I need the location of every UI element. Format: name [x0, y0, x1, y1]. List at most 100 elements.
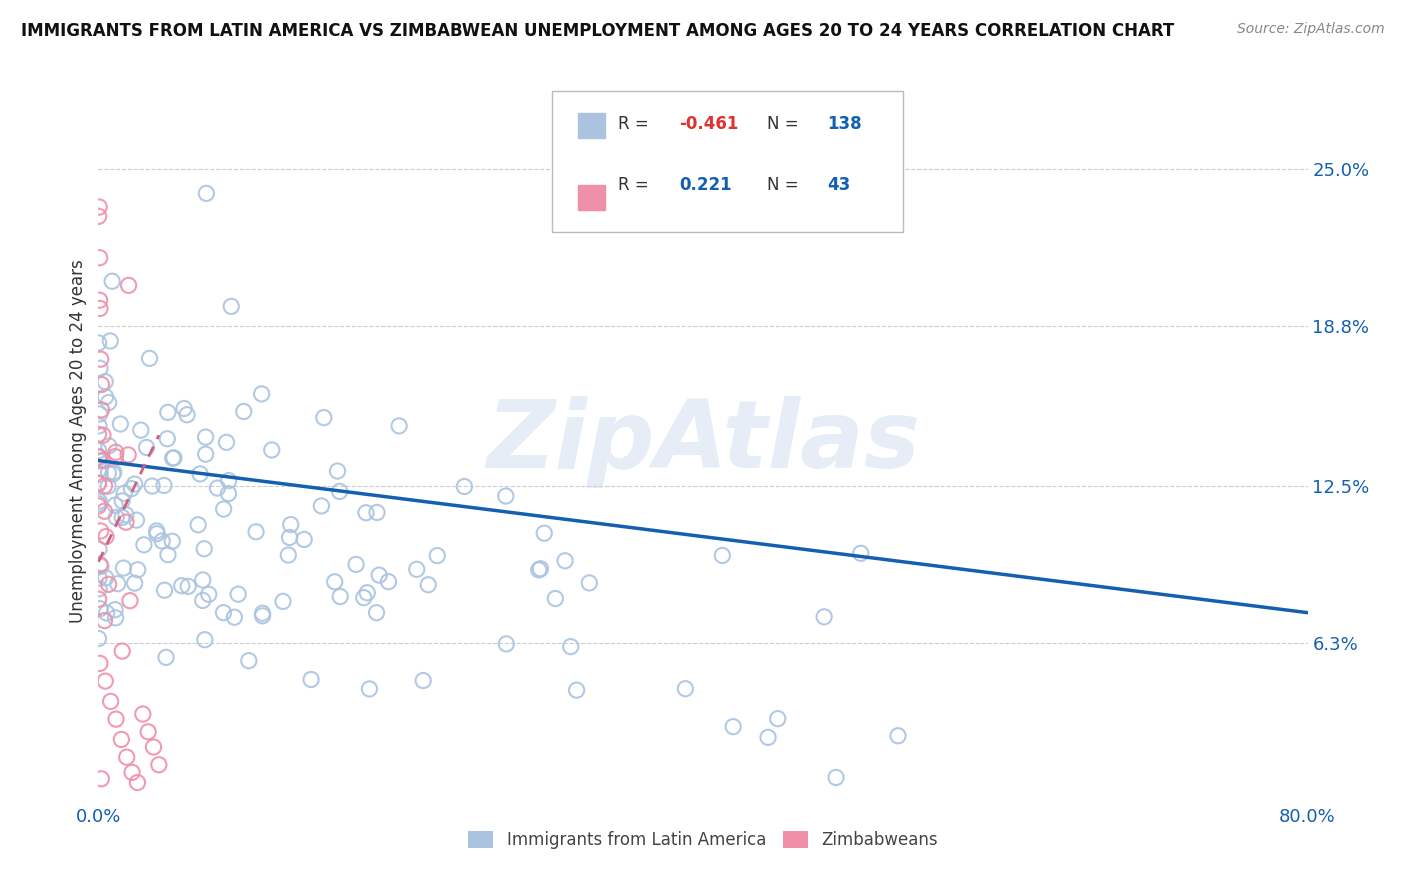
Point: [112, 561, 135, 575]
Point: [89, 494, 111, 508]
Point: [711, 549, 734, 563]
Point: [366, 506, 388, 520]
Point: [87, 499, 110, 513]
Point: [405, 562, 427, 576]
Point: [377, 574, 399, 589]
Point: [94, 674, 117, 689]
Point: [533, 526, 555, 541]
Point: [97, 395, 120, 409]
Text: ZipAtlas: ZipAtlas: [486, 395, 920, 488]
FancyBboxPatch shape: [551, 91, 903, 232]
Point: [111, 510, 134, 524]
Point: [329, 484, 352, 499]
Point: [96, 606, 118, 620]
Point: [97, 479, 120, 493]
Text: 43: 43: [828, 176, 851, 194]
Point: [91, 428, 114, 442]
Point: [132, 538, 155, 552]
Point: [215, 435, 238, 450]
Point: [124, 576, 146, 591]
Point: [87, 450, 110, 464]
Point: [105, 510, 128, 524]
Point: [312, 410, 335, 425]
Point: [187, 517, 209, 532]
Point: [238, 654, 260, 668]
Point: [103, 465, 125, 479]
Point: [721, 720, 744, 734]
Point: [156, 432, 179, 446]
Point: [121, 765, 143, 780]
Point: [127, 775, 149, 789]
Point: [825, 771, 848, 785]
Point: [93, 479, 115, 493]
Point: [212, 606, 235, 620]
Point: [756, 731, 779, 745]
Point: [87, 454, 110, 468]
Point: [148, 757, 170, 772]
Point: [87, 592, 110, 607]
Point: [329, 590, 352, 604]
Point: [359, 681, 381, 696]
Point: [89, 582, 111, 596]
Point: [217, 486, 239, 500]
Point: [132, 707, 155, 722]
Point: [218, 474, 240, 488]
Point: [89, 301, 111, 316]
Point: [89, 361, 111, 376]
Point: [163, 450, 186, 465]
Point: [105, 712, 128, 726]
Point: [565, 683, 588, 698]
Point: [207, 481, 229, 495]
Point: [191, 593, 214, 607]
Point: [156, 548, 179, 562]
Point: [153, 583, 176, 598]
Point: [177, 579, 200, 593]
Point: [453, 479, 475, 493]
Point: [252, 608, 274, 623]
Point: [117, 278, 139, 293]
Point: [278, 531, 301, 545]
Point: [194, 447, 217, 461]
Point: [87, 210, 110, 224]
Point: [87, 542, 110, 557]
Point: [87, 497, 110, 511]
Point: [89, 407, 111, 421]
Point: [299, 673, 322, 687]
Point: [90, 352, 112, 367]
Point: [101, 274, 124, 288]
Point: [245, 524, 267, 539]
Point: [197, 587, 219, 601]
Point: [250, 387, 273, 401]
Point: [112, 486, 135, 500]
Point: [354, 506, 377, 520]
Point: [162, 534, 184, 549]
Point: [93, 614, 115, 628]
Point: [111, 644, 134, 658]
Point: [111, 494, 134, 508]
Point: [418, 578, 440, 592]
Point: [135, 441, 157, 455]
Text: 0.221: 0.221: [679, 176, 731, 194]
Point: [115, 515, 138, 529]
Point: [554, 554, 576, 568]
Point: [87, 419, 110, 434]
Point: [93, 504, 115, 518]
Point: [136, 724, 159, 739]
Point: [104, 603, 127, 617]
Point: [100, 694, 122, 708]
Point: [90, 524, 112, 538]
Point: [87, 450, 110, 465]
Point: [90, 402, 112, 417]
Point: [115, 508, 138, 522]
Point: [87, 443, 110, 458]
Point: [98, 334, 121, 348]
Point: [344, 558, 367, 572]
Point: [232, 404, 254, 418]
Point: [141, 479, 163, 493]
Point: [353, 591, 375, 605]
Point: [527, 563, 550, 577]
Point: [138, 351, 160, 366]
Point: [87, 476, 110, 491]
Point: [578, 575, 600, 590]
Point: [87, 335, 110, 350]
